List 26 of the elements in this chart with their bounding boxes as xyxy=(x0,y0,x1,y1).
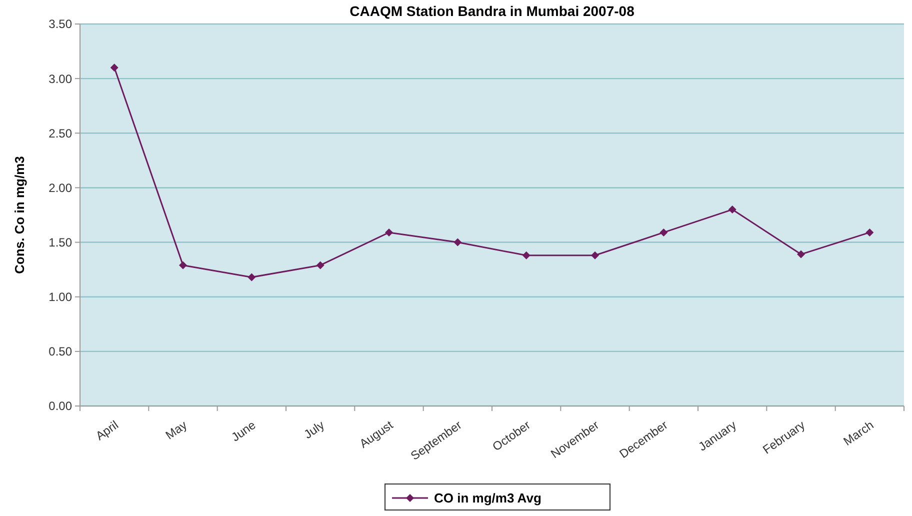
y-tick-label: 3.50 xyxy=(48,17,72,32)
point xyxy=(591,251,599,260)
point xyxy=(248,273,256,282)
point xyxy=(866,228,874,236)
point xyxy=(797,250,805,258)
y-tick-label: 0.00 xyxy=(48,399,72,414)
x-tick-label: June xyxy=(228,418,258,444)
y-tick-label: 2.00 xyxy=(48,180,72,195)
y-tick-label: 0.50 xyxy=(48,344,72,359)
point xyxy=(728,206,736,214)
x-tick-label: July xyxy=(301,418,327,442)
legend-label: CO in mg/m3 Avg xyxy=(434,490,542,506)
y-tick-label: 3.00 xyxy=(48,72,72,86)
point xyxy=(385,228,393,236)
y-tick-label: 2.50 xyxy=(48,126,72,140)
chart-title: CAAQM Station Bandra in Mumbai 2007-08 xyxy=(350,3,635,19)
point xyxy=(454,238,462,246)
point xyxy=(316,261,324,270)
y-axis-title: Cons. Co in mg/m3 xyxy=(12,156,27,274)
y-tick-label: 1.00 xyxy=(48,290,72,304)
point xyxy=(522,251,530,260)
x-tick-label: May xyxy=(162,418,190,442)
point xyxy=(110,64,118,72)
y-tick-label: 1.50 xyxy=(48,235,72,250)
point xyxy=(660,228,668,236)
point xyxy=(179,261,187,270)
